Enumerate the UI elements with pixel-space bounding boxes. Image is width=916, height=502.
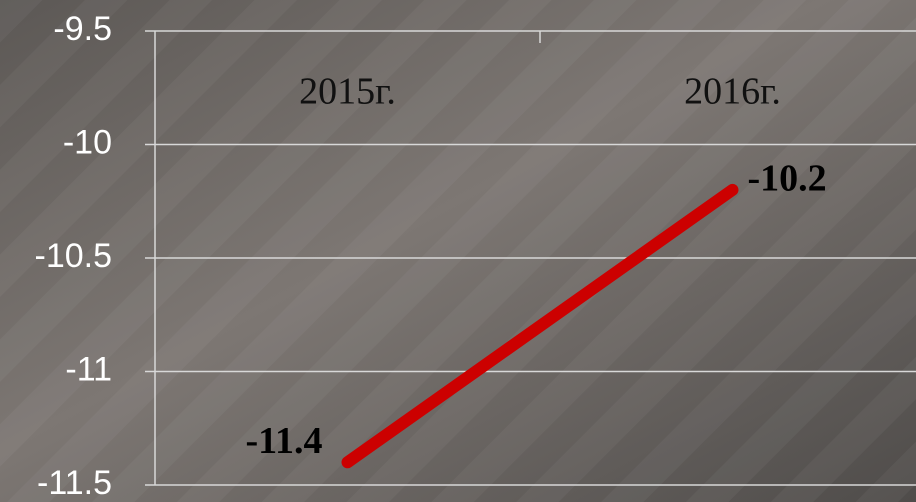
y-tick-label: -11 bbox=[65, 350, 112, 388]
line bbox=[341, 183, 739, 469]
x-tick-label: 2016г. bbox=[684, 71, 781, 113]
x-tick-label: 2015г. bbox=[299, 71, 396, 113]
data-label: -10.2 bbox=[748, 158, 827, 200]
data-label: -11.4 bbox=[245, 420, 322, 462]
y-tick-label: -9.5 bbox=[53, 10, 112, 48]
y-tick-label: -10.5 bbox=[35, 237, 113, 275]
y-tick-label: -10 bbox=[63, 123, 112, 161]
y-tick-label: -11.5 bbox=[37, 464, 112, 502]
